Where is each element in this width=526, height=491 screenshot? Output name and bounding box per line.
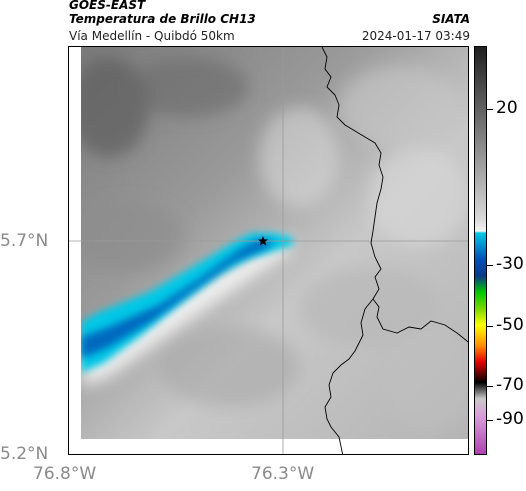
colorbar-tick [487,109,493,110]
colorbar-label-minus50: -50 [496,315,524,335]
nodata-bottom [69,439,468,454]
cold-cloud-band [81,233,295,373]
colorbar-tick [487,265,493,266]
map-panel[interactable] [68,46,469,455]
lat-label-5.7: 5.7°N [0,231,49,251]
timestamp: 2024-01-17 03:49 [361,29,470,43]
colorbar-label-minus70: -70 [496,375,524,395]
satellite-imagery [69,47,468,454]
colorbar-label-minus90: -90 [496,409,524,429]
agency-name: SIATA [432,12,470,26]
cloud-texture [69,57,468,432]
satellite-name: GOES-EAST [69,0,146,12]
colorbar-tick [487,386,493,387]
lon-label-76.3: 76.3°W [251,464,315,484]
department-border-south [324,298,374,454]
lon-label-76.8: 76.8°W [33,464,97,484]
colorbar [474,46,487,455]
cold-cloud-halo [81,239,294,387]
cold-cloud-core [81,239,274,359]
nodata-left [69,47,81,454]
product-title: Temperatura de Brillo CH13 [69,12,256,26]
star-icon[interactable] [258,236,268,246]
colorbar-tick [487,326,493,327]
department-border [321,47,468,343]
colorbar-tick [487,420,493,421]
colorbar-label-20: 20 [496,98,518,118]
region-label: Vía Medellín - Quibdó 50km [69,29,235,43]
lat-label-5.2: 5.2°N [0,444,49,464]
colorbar-label-minus30: -30 [496,254,524,274]
